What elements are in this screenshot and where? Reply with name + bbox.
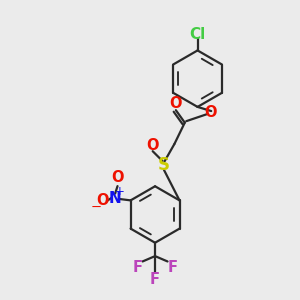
Text: F: F [150,272,160,287]
Text: O: O [169,96,182,111]
Text: O: O [96,194,109,208]
Text: S: S [158,157,170,175]
Text: F: F [132,260,142,275]
Text: +: + [115,185,124,198]
Text: F: F [168,260,178,275]
Text: O: O [204,105,216,120]
Text: Cl: Cl [189,27,206,42]
Text: −: − [91,201,102,214]
Text: O: O [111,170,124,185]
Text: O: O [146,138,159,153]
Text: N: N [109,190,122,206]
